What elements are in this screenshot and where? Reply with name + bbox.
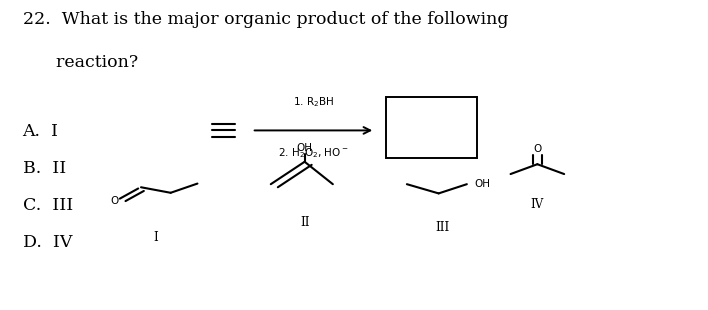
Text: O: O (533, 144, 542, 154)
Text: O: O (110, 196, 118, 206)
Text: II: II (300, 216, 309, 229)
Text: 1. R$_2$BH: 1. R$_2$BH (293, 95, 334, 109)
Text: IV: IV (531, 198, 544, 211)
Text: C.  III: C. III (23, 197, 73, 214)
Text: reaction?: reaction? (23, 54, 137, 71)
Bar (386, 97, 477, 158)
Text: OH: OH (297, 144, 313, 153)
Text: OH: OH (474, 179, 490, 189)
Text: A.  I: A. I (23, 123, 59, 140)
Text: 2. H$_2$O$_2$, HO$^-$: 2. H$_2$O$_2$, HO$^-$ (278, 146, 349, 160)
Text: B.  II: B. II (23, 160, 66, 177)
Text: D.  IV: D. IV (23, 234, 72, 251)
Text: 22.  What is the major organic product of the following: 22. What is the major organic product of… (23, 11, 508, 28)
Text: I: I (154, 232, 158, 245)
Text: III: III (435, 221, 450, 234)
